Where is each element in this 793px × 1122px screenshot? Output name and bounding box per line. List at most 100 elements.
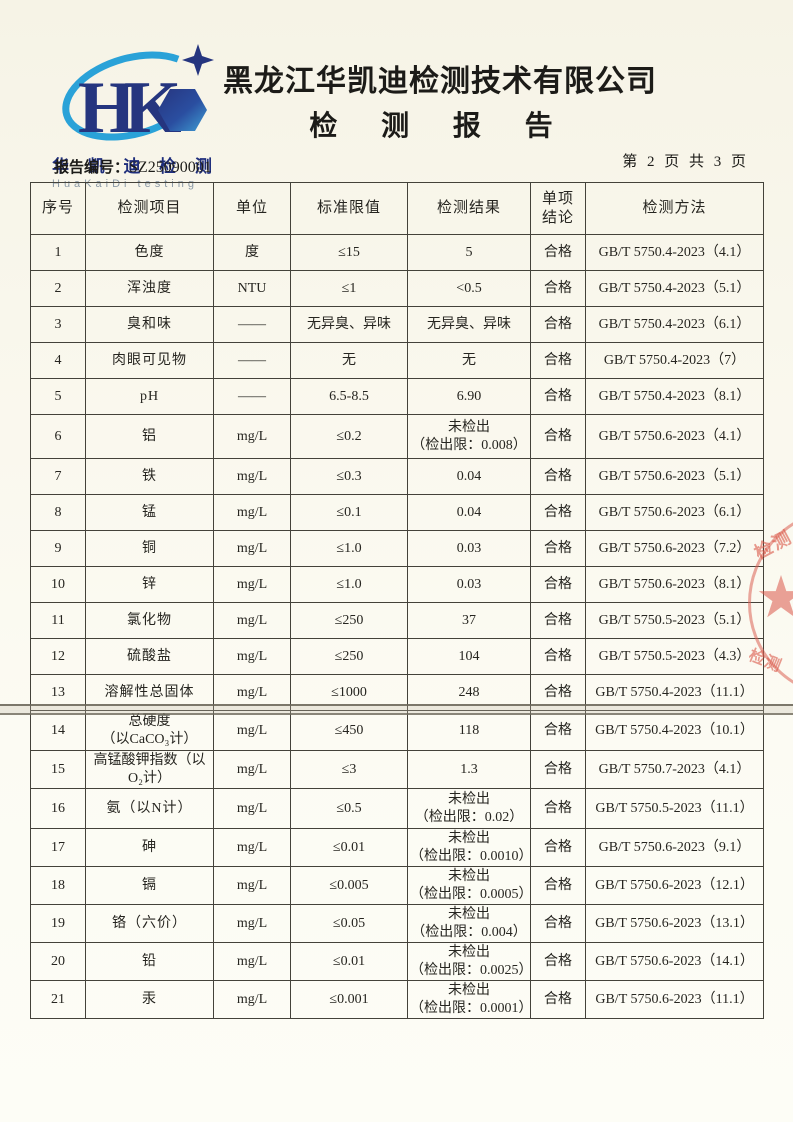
cell-limit: 无异臭、异味	[290, 306, 408, 343]
cell-result: 104	[407, 638, 531, 675]
cell-unit: mg/L	[213, 602, 291, 639]
table-row: 17 砷 mg/L ≤0.01 未检出 （检出限：0.0010） 合格 GB/T 5750.…	[30, 828, 764, 867]
cell-result: 37	[407, 602, 531, 639]
page-number: 第 2 页 共 3 页	[622, 154, 749, 170]
cell-conclusion: 合格	[530, 566, 586, 603]
column-header: 检测结果	[407, 182, 531, 235]
cell-conclusion: 合格	[530, 866, 586, 905]
cell-item: 浑浊度	[85, 270, 214, 307]
cell-item: 汞	[85, 980, 214, 1019]
cell-method: GB/T 5750.6-2023（6.1）	[585, 494, 764, 531]
cell-item: 铝	[85, 414, 214, 459]
cell-result: 0.03	[407, 530, 531, 567]
column-header: 检测方法	[585, 182, 764, 235]
cell-result: 未检出 （检出限：0.02）	[407, 788, 531, 829]
cell-unit: mg/L	[213, 710, 291, 751]
cell-seq: 6	[30, 414, 86, 459]
cell-item: 臭和味	[85, 306, 214, 343]
cell-unit: mg/L	[213, 674, 291, 711]
cell-seq: 3	[30, 306, 86, 343]
table-row: 21 汞 mg/L ≤0.001 未检出 （检出限：0.0001） 合格 GB/T 5750…	[30, 980, 764, 1019]
cell-method: GB/T 5750.6-2023（13.1）	[585, 904, 764, 943]
table-row: 3 臭和味 —— 无异臭、异味 无异臭、异味 合格 GB/T 5750.4-2023（6.1…	[30, 306, 764, 343]
cell-limit: ≤250	[290, 638, 408, 675]
cell-item: 铜	[85, 530, 214, 567]
report-title: 检 测 报 告	[309, 110, 571, 141]
cell-conclusion: 合格	[530, 530, 586, 567]
cell-conclusion: 合格	[530, 638, 586, 675]
cell-result: 未检出 （检出限：0.0001）	[407, 980, 533, 1019]
cell-seq: 14	[30, 710, 86, 751]
cell-result: 未检出 （检出限：0.0025）	[407, 942, 533, 981]
cell-result: 未检出 （检出限：0.0005）	[407, 866, 533, 905]
cell-unit: mg/L	[213, 638, 291, 675]
cell-item: 氨（以N计）	[85, 788, 214, 829]
table-row: 11 氯化物 mg/L ≤250 37 合格 GB/T 5750.5-2023（5.1）	[30, 602, 764, 639]
cell-unit: mg/L	[213, 750, 291, 789]
cell-seq: 12	[30, 638, 86, 675]
cell-item: 氯化物	[85, 602, 214, 639]
cell-conclusion: 合格	[530, 750, 586, 789]
cell-limit: ≤1.0	[290, 566, 408, 603]
cell-limit: ≤1000	[290, 674, 408, 711]
table-row: 1 色度度 ≤15 5 合格 GB/T 5750.4-2023（4.1）	[30, 234, 764, 271]
cell-unit: mg/L	[213, 788, 291, 829]
cell-conclusion: 合格	[530, 378, 586, 415]
cell-item: 高锰酸钾指数（以 O₂计）	[85, 750, 214, 789]
cell-unit: mg/L	[213, 980, 291, 1019]
cell-method: GB/T 5750.4-2023（11.1）	[585, 674, 764, 711]
cell-unit: ——	[213, 342, 291, 379]
cell-limit: ≤1	[290, 270, 408, 307]
cell-method: GB/T 5750.6-2023（12.1）	[585, 866, 764, 905]
cell-item: 肉眼可见物	[85, 342, 214, 379]
cell-limit: ≤0.005	[290, 866, 408, 905]
table-row: 2 浑浊度 NTU ≤1 <0.5 合格 GB/T 5750.4-2023（5.1）	[30, 270, 764, 307]
cell-method: GB/T 5750.4-2023（7）	[585, 342, 764, 379]
cell-result: 0.03	[407, 566, 531, 603]
cell-conclusion: 合格	[530, 828, 586, 867]
cell-seq: 17	[30, 828, 86, 867]
table-row: 7 铁 mg/L ≤0.3 0.04 合格 GB/T 5750.6-2023（5.1）	[30, 458, 764, 495]
company-name-title: 黑龙江华凯迪检测技术有限公司	[223, 65, 657, 98]
logo-swoosh	[62, 51, 202, 141]
cell-seq: 4	[30, 342, 86, 379]
report-number-value: SZ25090001	[129, 159, 212, 176]
cell-limit: 无	[290, 342, 408, 379]
table-row: 20 铅 mg/L ≤0.01 未检出 （检出限：0.0025） 合格 GB/T 5750.…	[30, 942, 764, 981]
cell-result: <0.5	[407, 270, 531, 307]
cell-unit: ——	[213, 378, 291, 415]
cell-item: 溶解性总固体	[85, 674, 214, 711]
table-row: 5 pH —— 6.5-8.5 6.90 合格 GB/T 5750.4-2023（8.1）	[30, 378, 764, 415]
cell-method: GB/T 5750.7-2023（4.1）	[585, 750, 764, 789]
cell-seq: 21	[30, 980, 86, 1019]
cell-unit: mg/L	[213, 414, 291, 459]
logo-letter-h: H	[78, 67, 136, 149]
cell-method: GB/T 5750.5-2023（11.1）	[585, 788, 764, 829]
cell-result: 0.04	[407, 494, 531, 531]
cell-conclusion: 合格	[530, 788, 586, 829]
table-row: 14 总硬度 （以CaCO₃计） mg/L ≤450 118 合格 GB/T 5750.4-…	[30, 710, 764, 751]
report-number: 报告编号：SZ25090001	[54, 156, 212, 177]
table-row: 4 肉眼可见物 —— 无无合格 GB/T 5750.4-2023（7）	[30, 342, 764, 379]
cell-limit: 6.5-8.5	[290, 378, 408, 415]
cell-unit: mg/L	[213, 530, 291, 567]
table-row: 9 铜 mg/L ≤1.0 0.03 合格 GB/T 5750.6-2023（7.2）	[30, 530, 764, 567]
cell-conclusion: 合格	[530, 234, 586, 271]
table-row: 8 锰 mg/L ≤0.1 0.04 合格 GB/T 5750.6-2023（6.1）	[30, 494, 764, 531]
cell-method: GB/T 5750.6-2023（5.1）	[585, 458, 764, 495]
logo-monogram-graphic: H K	[62, 44, 214, 149]
cell-seq: 9	[30, 530, 86, 567]
cell-seq: 8	[30, 494, 86, 531]
cell-limit: ≤3	[290, 750, 408, 789]
cell-method: GB/T 5750.4-2023（8.1）	[585, 378, 764, 415]
cell-item: 镉	[85, 866, 214, 905]
cell-seq: 19	[30, 904, 86, 943]
column-header: 标准限值	[290, 182, 408, 235]
cell-limit: ≤0.05	[290, 904, 408, 943]
cell-unit: 度	[213, 234, 291, 271]
cell-limit: ≤0.01	[290, 942, 408, 981]
cell-unit: mg/L	[213, 942, 291, 981]
cell-unit: mg/L	[213, 458, 291, 495]
cell-seq: 1	[30, 234, 86, 271]
table-row: 16 氨（以N计） mg/L ≤0.5 未检出 （检出限：0.02） 合格 GB/T 575…	[30, 788, 764, 829]
